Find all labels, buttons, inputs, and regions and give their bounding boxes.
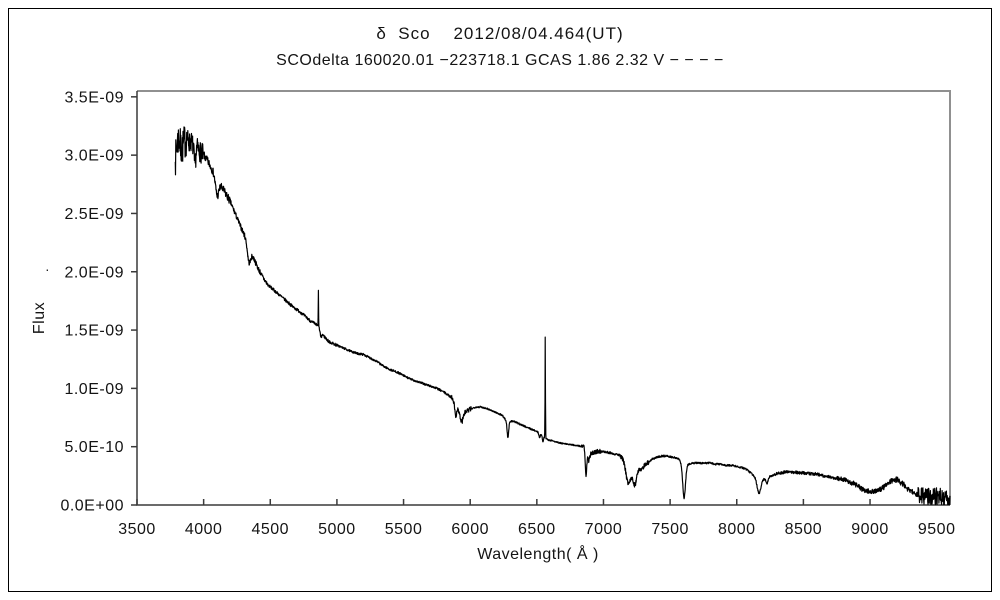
stray-dot-artifact: ·	[45, 261, 50, 277]
x-tick-label: 6500	[518, 521, 556, 538]
x-axis-label: Wavelength( Å )	[477, 546, 599, 563]
x-tick-label: 4000	[185, 521, 223, 538]
x-tick-label: 8000	[718, 521, 756, 538]
y-tick-label: 1.0E-09	[64, 381, 124, 398]
x-tick-label: 6000	[451, 521, 489, 538]
x-tick-label: 8500	[785, 521, 823, 538]
y-tick-label: 5.0E-10	[64, 439, 124, 456]
x-tick-label: 4500	[251, 521, 289, 538]
y-tick-label: 1.5E-09	[64, 323, 124, 340]
chart-title: δ Sco 2012/08/04.464(UT)	[376, 24, 624, 43]
x-tick-label: 5000	[318, 521, 356, 538]
chart-subtitle: SCOdelta 160020.01 −223718.1 GCAS 1.86 2…	[276, 52, 724, 69]
plot-box-left-bottom	[136, 91, 950, 506]
x-tick-label: 3500	[118, 521, 156, 538]
y-tick-label: 2.5E-09	[64, 206, 124, 223]
y-tick-label: 3.5E-09	[64, 89, 124, 106]
y-tick-label: 3.0E-09	[64, 148, 124, 165]
spectrum-curve	[174, 126, 951, 506]
x-tick-label: 7000	[585, 521, 623, 538]
plot-box-top-right	[137, 90, 951, 505]
y-tick-label: 0.0E+00	[60, 498, 124, 515]
x-tick-label: 9500	[918, 521, 956, 538]
x-tick-label: 9000	[851, 521, 889, 538]
y-tick-label: 2.0E-09	[64, 264, 124, 281]
x-tick-label: 7500	[651, 521, 689, 538]
x-tick-label: 5500	[385, 521, 423, 538]
